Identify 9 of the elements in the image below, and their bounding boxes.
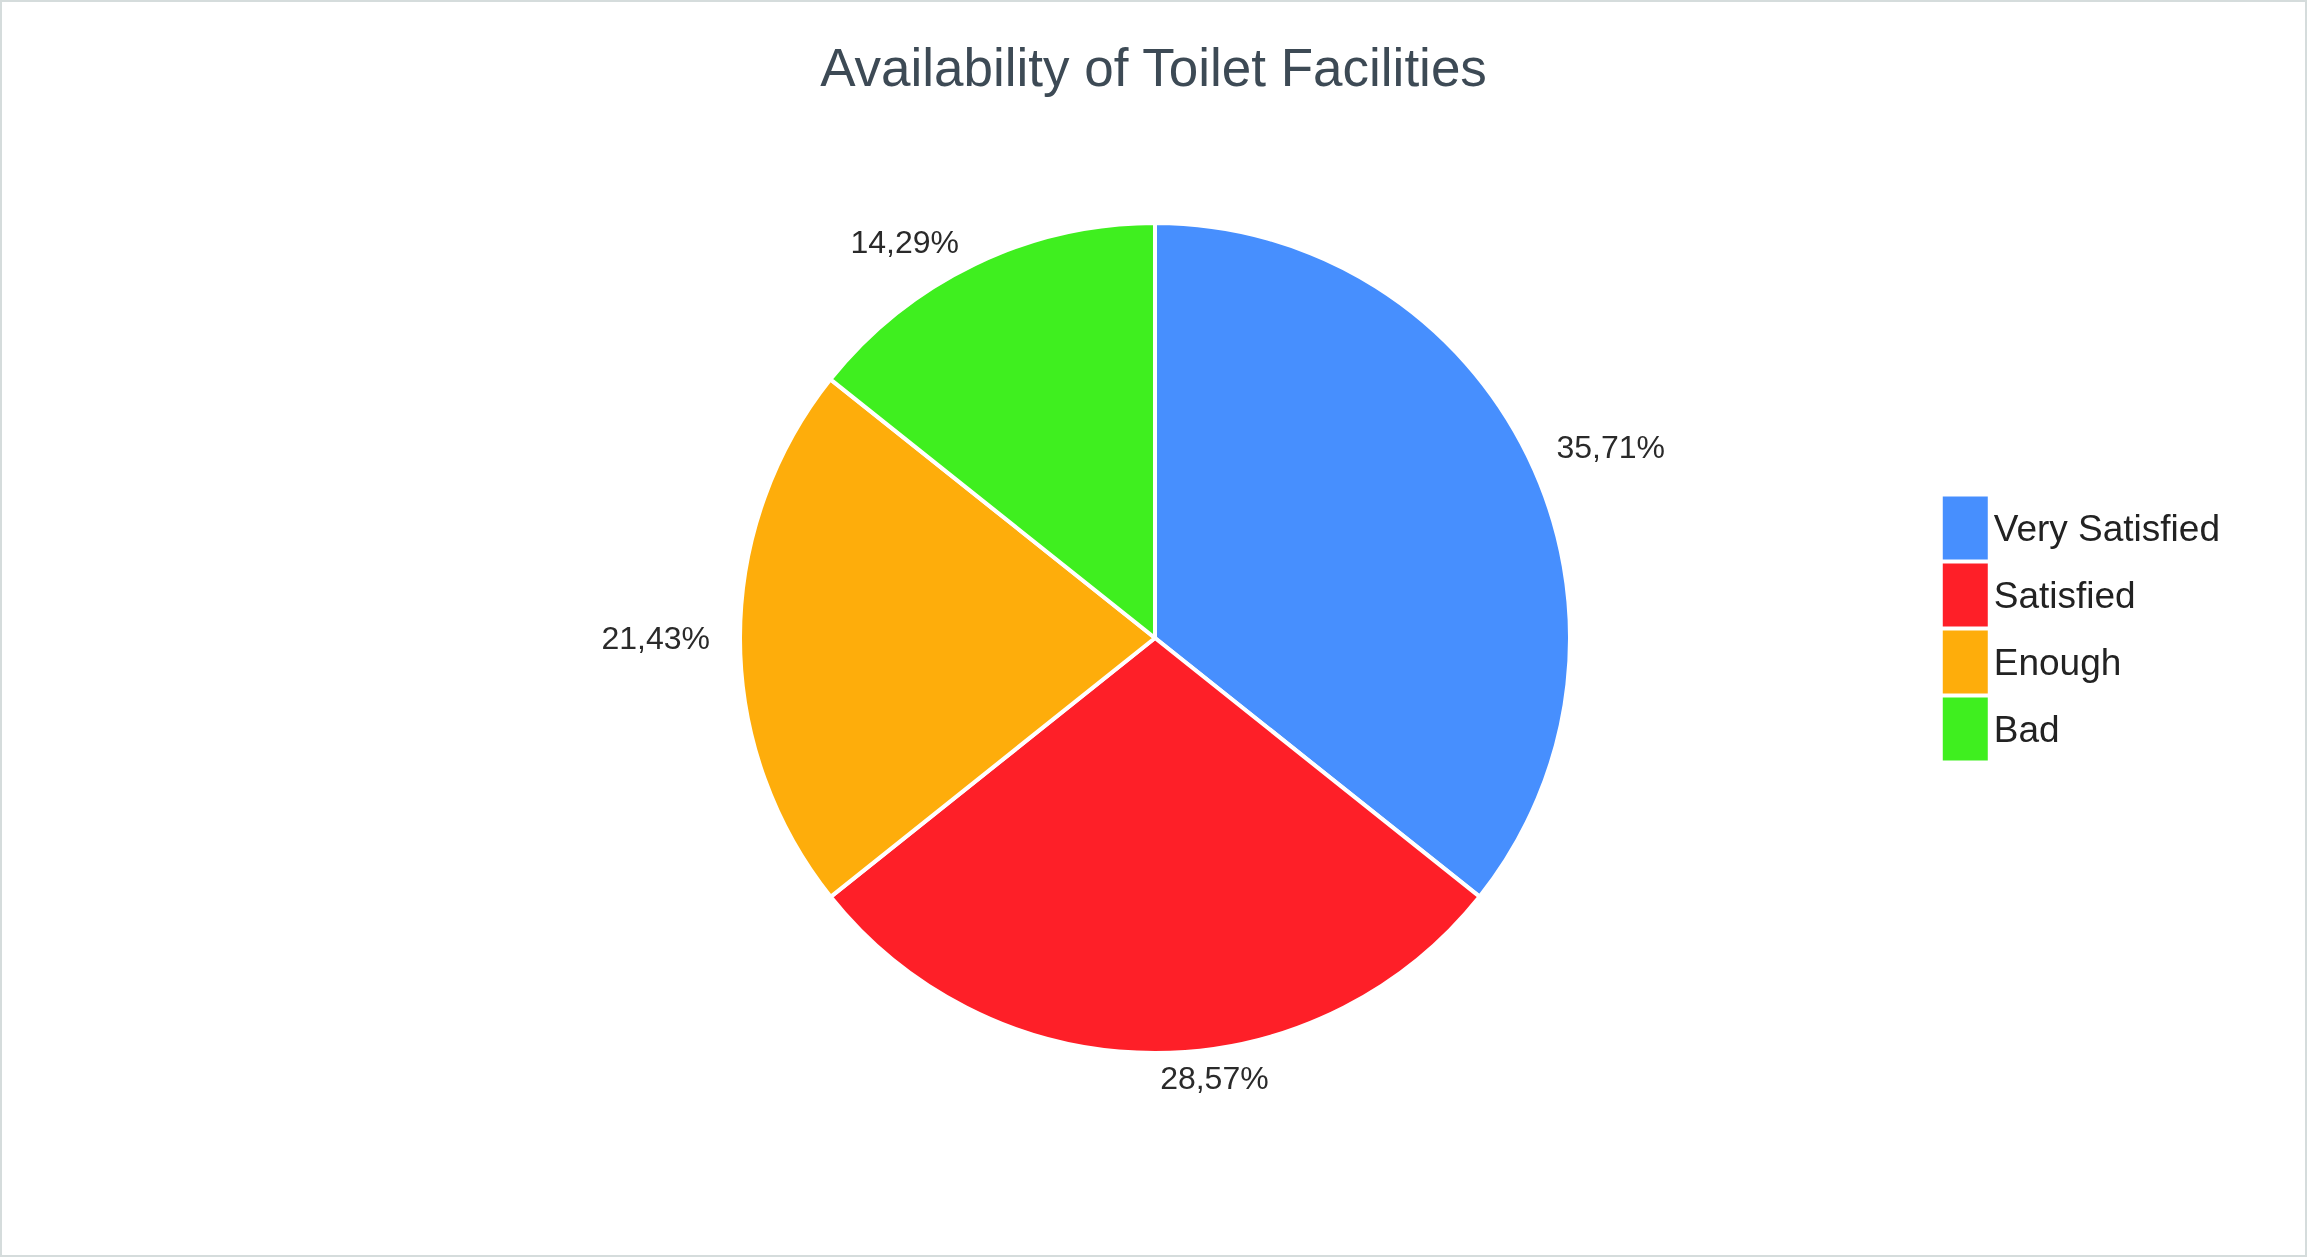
data-label: 28,57% — [1160, 1060, 1269, 1096]
data-label: 21,43% — [601, 620, 710, 657]
legend-label: Very Satisfied — [1993, 507, 2221, 549]
legend-label: Bad — [1993, 708, 2060, 750]
chart-title: Availability of Toilet Facilities — [820, 38, 1487, 97]
data-label: 35,71% — [1556, 429, 1665, 466]
legend-label: Enough — [1993, 641, 2122, 683]
data-label: 14,29% — [850, 223, 960, 260]
legend-label: Satisfied — [1993, 574, 2136, 616]
